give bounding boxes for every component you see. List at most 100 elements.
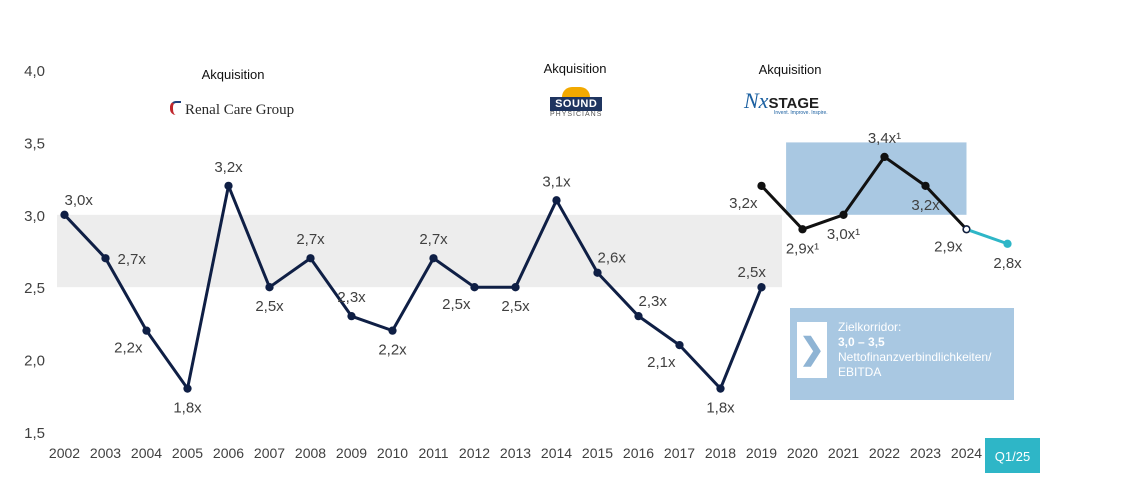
data-point [962,225,971,234]
x-tick-label: 2021 [828,445,859,461]
data-point [224,181,233,190]
x-tick-label: 2014 [541,445,572,461]
y-tick-label: 2,0 [24,353,45,370]
data-point [306,254,315,263]
data-label: 3,0x¹ [827,226,860,243]
data-point [388,326,397,335]
data-label: 2,7x [118,251,147,268]
data-point [347,312,356,321]
callout-line4: EBITDA [838,365,882,379]
data-label: 2,6x [598,250,627,267]
data-point [265,283,274,292]
data-label: 3,2x [214,159,243,176]
data-label: 2,2x [114,340,143,357]
data-label: 3,2x [729,195,758,212]
data-label: 2,8x [993,255,1022,272]
data-point [634,312,643,321]
x-tick-label: 2018 [705,445,736,461]
data-point [593,268,602,277]
sound-physicians-logo: SOUND PHYSICIANS [550,87,603,118]
x-tick-label: 2007 [254,445,285,461]
series-line-3 [966,227,1008,246]
data-label: 2,9x¹ [786,240,819,257]
x-tick-label: 2008 [295,445,326,461]
x-tick-label: 2022 [869,445,900,461]
data-label: 2,1x [647,354,676,371]
x-tick-label: 2004 [131,445,162,461]
data-point [757,181,766,190]
data-point [839,210,848,219]
data-label: 2,7x [419,231,448,248]
y-tick-label: 3,5 [24,135,45,152]
data-point [429,254,438,263]
data-label: 3,1x [542,173,571,190]
x-tick-label: 2024 [951,445,982,461]
data-point [142,326,151,335]
x-tick-label: 2002 [49,445,80,461]
target-corridor-callout: ❯ Zielkorridor: 3,0 – 3,5 Nettofinanzver… [790,308,1014,400]
data-point [675,340,684,350]
x-tick-label: 2006 [213,445,244,461]
data-label: 2,5x [442,296,471,313]
target-band-2 [786,142,967,215]
x-tick-label: 2005 [172,445,203,461]
acquisition-label-rcg: Akquisition [201,67,265,82]
x-tick-label: 2003 [90,445,121,461]
x-tick-label: 2016 [623,445,654,461]
y-tick-label: 1,5 [24,425,45,442]
data-point [921,181,930,190]
x-tick-label: 2017 [664,445,695,461]
data-label: 2,5x [501,298,530,315]
data-point [880,152,889,162]
data-label: 1,8x [173,400,202,417]
data-point [716,384,725,393]
data-label: 3,2x [911,197,940,214]
data-label: 2,9x [934,238,963,255]
data-label: 2,2x [378,342,407,359]
data-point [798,225,807,234]
renal-care-group-logo: Renal Care Group [170,101,294,119]
x-tick-label: 2012 [459,445,490,461]
data-point [470,283,479,292]
data-point [511,283,520,292]
data-label: 2,3x [639,293,668,310]
data-point [183,384,192,393]
data-point [60,210,69,219]
data-label: 3,0x [65,192,94,209]
acquisition-label-sound: Akquisition [543,61,607,76]
y-tick-label: 3,0 [24,208,45,225]
data-point [757,283,766,292]
data-label: 2,7x [296,231,325,248]
data-point [101,254,110,263]
y-tick-label: 2,5 [24,280,45,297]
series-line-1 [63,184,763,391]
q1-25-badge: Q1/25 [985,438,1040,473]
data-label: 3,4x¹ [868,130,901,147]
series-line-2 [760,155,968,231]
data-label: 2,5x [255,298,284,315]
x-tick-label: 2010 [377,445,408,461]
callout-line3: Nettofinanzverbindlichkeiten/ [838,350,992,364]
rcg-logo-icon [170,101,181,115]
sun-icon [562,87,591,97]
data-point [1003,239,1012,248]
callout-line1: Zielkorridor: [838,320,902,334]
callout-line2: 3,0 – 3,5 [838,335,885,349]
nxstage-logo: NxSTAGE Invent. Improve. Inspire. [744,88,828,116]
data-label: 1,8x [706,400,735,417]
callout-text: Zielkorridor: 3,0 – 3,5 Nettofinanzverbi… [838,320,1014,380]
x-tick-label: 2011 [418,445,448,461]
x-tick-label: 2020 [787,445,818,461]
x-tick-label: 2013 [500,445,531,461]
target-band-1 [57,214,782,288]
data-label: 2,3x [337,289,366,306]
data-point [552,196,561,205]
x-tick-label: 2015 [582,445,613,461]
acquisition-label-nxstage: Akquisition [758,62,822,77]
x-tick-label: 2019 [746,445,777,461]
data-label: 2,5x [738,264,767,281]
chevron-right-icon: ❯ [797,322,827,378]
x-tick-label: 2009 [336,445,367,461]
x-tick-label: 2023 [910,445,941,461]
